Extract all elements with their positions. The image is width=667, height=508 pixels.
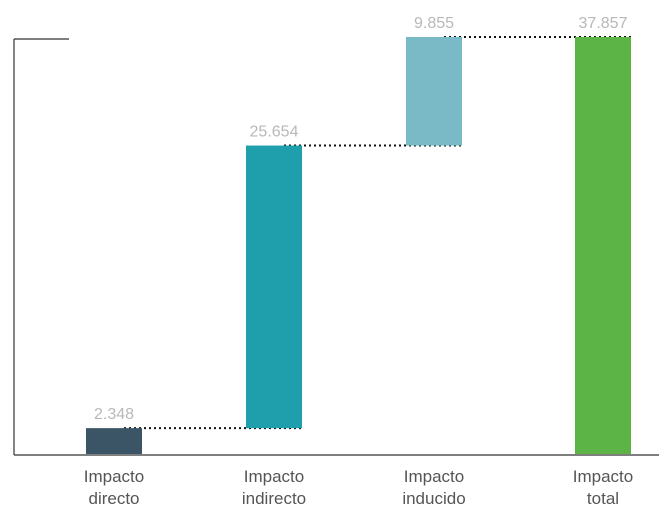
value-label-3: 37.857 [579,15,628,32]
value-label-0: 2.348 [94,406,134,423]
bar-0 [86,428,142,454]
category-label-3: Impacto total [573,467,633,508]
value-label-1: 25.654 [250,124,299,141]
chart-axes [13,38,659,456]
bar-2 [406,37,462,146]
category-label-2: Impacto inducido [402,467,465,508]
value-labels: 2.348 25.654 9.855 37.857 [94,15,628,423]
category-label-1: Impacto indirecto [242,467,306,508]
value-label-2: 9.855 [414,15,454,32]
category-label-0: Impacto directo [84,467,144,508]
bar-1 [246,145,302,429]
bar-3 [575,37,631,454]
bars [86,37,631,454]
connector-lines [124,36,631,430]
category-labels: Impacto directo Impacto indirecto Impacto ind… [84,467,633,508]
